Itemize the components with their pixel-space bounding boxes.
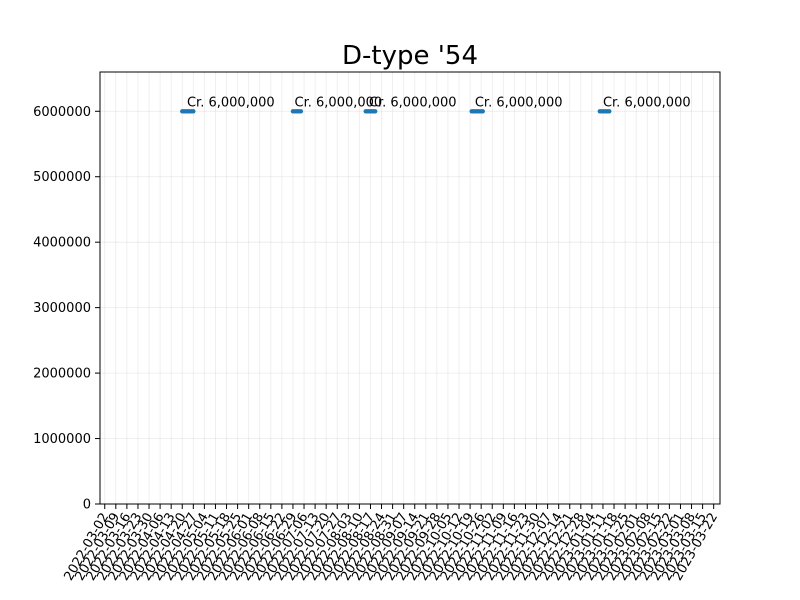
- annotation-label: Cr. 6,000,000: [295, 95, 383, 110]
- plot-frame: [99, 71, 721, 505]
- data-point: [298, 109, 304, 114]
- tick-layer: 2022-03-022022-03-092022-03-162022-03-23…: [33, 105, 721, 584]
- data-point: [191, 109, 196, 114]
- annotation-label: Cr. 6,000,000: [187, 95, 275, 110]
- y-tick-label: 4000000: [33, 236, 91, 251]
- chart-title: D-type '54: [342, 41, 478, 71]
- data-point: [373, 109, 378, 114]
- annotation-label: Cr. 6,000,000: [603, 95, 691, 110]
- grid-layer: [100, 72, 720, 505]
- y-tick-label: 2000000: [33, 367, 91, 382]
- data-layer: [180, 109, 612, 114]
- y-tick-label: 5000000: [33, 170, 91, 185]
- y-tick-label: 3000000: [33, 301, 91, 316]
- annotation-label: Cr. 6,000,000: [369, 95, 457, 110]
- data-point: [607, 109, 612, 114]
- data-point: [480, 109, 485, 114]
- y-tick-label: 0: [83, 498, 91, 513]
- annotation-label: Cr. 6,000,000: [475, 95, 563, 110]
- y-tick-label: 6000000: [33, 105, 91, 120]
- y-tick-label: 1000000: [33, 432, 91, 447]
